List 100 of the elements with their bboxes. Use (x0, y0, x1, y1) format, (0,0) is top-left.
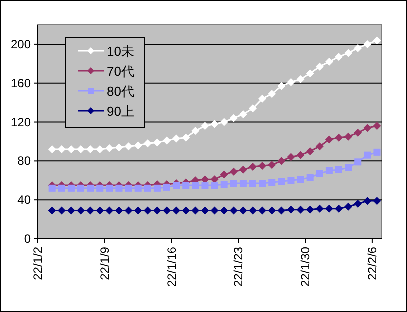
point (48, 146, 56, 154)
point (163, 136, 171, 145)
point (106, 144, 114, 153)
point (58, 184, 66, 192)
point (144, 184, 152, 192)
point (210, 120, 219, 128)
legend-label: 70代 (107, 64, 134, 79)
point (230, 206, 238, 215)
point (134, 184, 142, 192)
point (134, 206, 142, 215)
point (316, 170, 324, 178)
point (364, 124, 372, 132)
point (354, 128, 362, 137)
point (306, 174, 314, 182)
point (373, 197, 382, 206)
point (202, 182, 209, 189)
point (192, 127, 200, 136)
point (325, 136, 334, 144)
point (325, 204, 334, 213)
point (230, 114, 238, 122)
point (344, 132, 353, 141)
point (220, 170, 228, 179)
point (240, 180, 247, 188)
point (335, 134, 343, 142)
x-tick-label: 22/1/9 (98, 246, 112, 280)
point (354, 200, 362, 208)
point (336, 166, 342, 174)
point (96, 184, 104, 192)
point (344, 202, 353, 211)
point (230, 180, 238, 188)
point (239, 166, 248, 174)
point (220, 118, 228, 126)
point (258, 162, 267, 170)
point (144, 140, 152, 148)
point (268, 206, 276, 215)
point (335, 204, 343, 213)
point (287, 153, 296, 162)
point (67, 146, 76, 154)
point (306, 206, 314, 214)
point (106, 184, 114, 192)
point (77, 206, 85, 215)
point (268, 179, 276, 186)
point (163, 206, 171, 215)
x-tick-label: 22/1/16 (164, 246, 179, 288)
point (182, 182, 190, 189)
point (278, 82, 286, 90)
x-tick-label: 22/1/2 (31, 246, 45, 280)
point (173, 182, 180, 189)
y-tick-label: 0 (24, 232, 32, 246)
point (239, 206, 248, 215)
point (124, 206, 133, 215)
point (230, 168, 238, 176)
point (201, 122, 210, 130)
point (326, 167, 333, 174)
point (306, 70, 314, 78)
point (287, 206, 296, 214)
point (192, 206, 200, 215)
legend-label: 80代 (107, 84, 134, 99)
point (182, 206, 190, 215)
point (96, 146, 104, 154)
point (374, 148, 381, 156)
point (258, 206, 267, 215)
y-tick-label: 80 (18, 154, 32, 168)
x-tick-label: 22/2/6 (365, 246, 380, 280)
legend-label: 90上 (107, 104, 134, 119)
point (78, 184, 84, 192)
point (316, 204, 324, 213)
point (288, 177, 295, 184)
point (316, 62, 324, 71)
point (296, 75, 305, 84)
point (192, 182, 200, 189)
point (278, 206, 286, 215)
point (154, 184, 161, 192)
point (287, 78, 296, 86)
y-tick-label: 120 (10, 115, 32, 130)
point (316, 142, 324, 151)
point (172, 134, 181, 143)
point (249, 206, 257, 215)
point (201, 206, 210, 215)
point (306, 147, 314, 156)
point (144, 206, 152, 215)
x-tick-label: 22/1/23 (232, 246, 246, 288)
point (249, 104, 257, 113)
point (354, 44, 362, 52)
point (335, 53, 343, 62)
point (345, 164, 352, 172)
point (278, 178, 286, 186)
point (373, 36, 382, 45)
y-tick-label: 200 (10, 37, 32, 52)
point (210, 206, 219, 215)
point (220, 181, 228, 188)
point (325, 58, 334, 66)
point (259, 180, 266, 188)
point (77, 146, 85, 154)
point (48, 206, 56, 215)
legend-label: 10未 (107, 44, 134, 59)
point (249, 163, 257, 172)
point (297, 176, 304, 184)
point (364, 152, 372, 159)
point (239, 110, 248, 118)
